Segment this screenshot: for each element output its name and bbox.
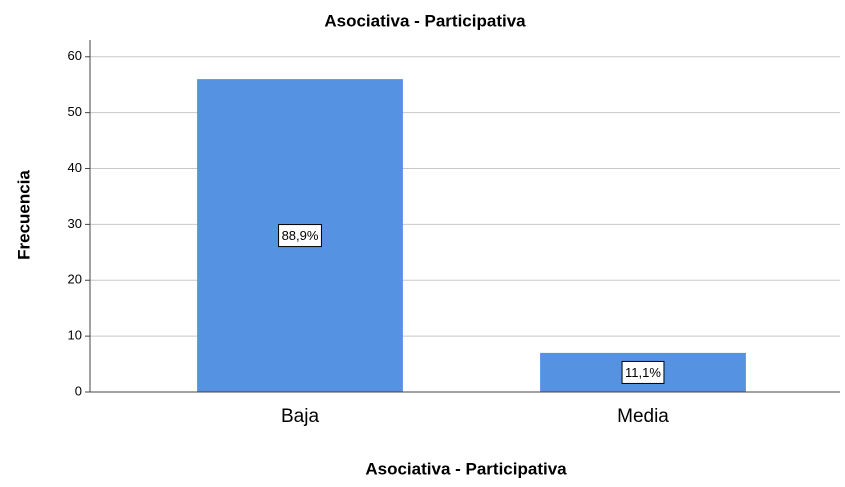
chart-title: Asociativa - Participativa: [324, 11, 526, 30]
data-label-box: [278, 224, 322, 248]
x-tick-label: Media: [617, 406, 669, 427]
y-tick-label: 40: [68, 160, 82, 175]
data-label: 88,9%: [282, 228, 319, 243]
y-tick-label: 10: [68, 328, 82, 343]
y-tick-label: 0: [75, 383, 82, 398]
y-tick-label: 50: [68, 104, 82, 119]
data-label-box: [621, 360, 665, 384]
x-axis-label: Asociativa - Participativa: [365, 459, 567, 478]
data-label: 11,1%: [625, 365, 661, 380]
x-tick-label: Baja: [281, 406, 319, 427]
y-axis-label: Frecuencia: [14, 170, 33, 260]
y-tick-label: 20: [68, 272, 82, 287]
y-tick-label: 30: [68, 216, 82, 231]
y-tick-label: 60: [68, 48, 82, 63]
